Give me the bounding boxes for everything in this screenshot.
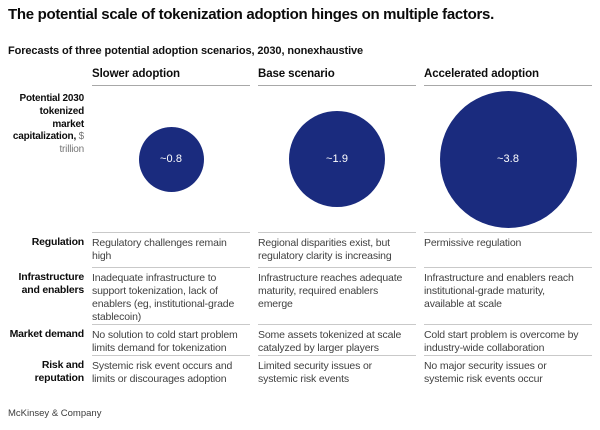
scenario-grid: Slower adoption Base scenario Accelerate…	[8, 68, 592, 393]
brand-footer: McKinsey & Company	[8, 408, 102, 419]
header-spacer	[8, 68, 84, 86]
cell-risk-reputation-slower: Systemic risk event occurs and limits or…	[92, 355, 250, 393]
cell-regulation-accelerated: Permissive regulation	[424, 232, 592, 267]
cell-risk-reputation-base: Limited security issues or systemic risk…	[258, 355, 416, 393]
page-title: The potential scale of tokenization adop…	[8, 6, 494, 23]
cell-risk-reputation-accelerated: No major security issues or systemic ris…	[424, 355, 592, 393]
bubble-cell-accelerated-adoption: ~3.8	[424, 86, 592, 232]
row-label-infrastructure: Infrastructure and enablers	[18, 271, 85, 296]
bubble-cell-slower-adoption: ~0.8	[92, 86, 250, 232]
cell-market-demand-accelerated: Cold start problem is overcome by indust…	[424, 324, 592, 355]
bubble-slower-adoption: ~0.8	[138, 126, 204, 192]
bubble-accelerated-adoption: ~3.8	[439, 90, 577, 228]
cell-market-demand-slower: No solution to cold start problem limits…	[92, 324, 250, 355]
measure-label-unit: $ trillion	[59, 131, 84, 156]
row-label-market-demand: Market demand	[9, 328, 85, 341]
cell-regulation-slower: Regulatory challenges remain high	[92, 232, 250, 267]
cell-infrastructure-accelerated: Infrastructure and enablers reach instit…	[424, 267, 592, 324]
column-header-base-scenario: Base scenario	[258, 68, 416, 86]
row-label-risk-reputation: Risk and reputation	[34, 359, 85, 384]
page-subtitle: Forecasts of three potential adoption sc…	[8, 45, 364, 57]
cell-infrastructure-base: Infrastructure reaches adequate maturity…	[258, 267, 416, 324]
row-label-regulation: Regulation	[31, 236, 84, 248]
cell-infrastructure-slower: Inadequate infrastructure to support tok…	[92, 267, 250, 324]
measure-label-bold: Potential 2030 tokenized market capitali…	[12, 93, 84, 143]
bubble-base-scenario: ~1.9	[289, 111, 385, 207]
cell-regulation-base: Regional disparities exist, but regulato…	[258, 232, 416, 267]
column-header-slower-adoption: Slower adoption	[92, 68, 250, 86]
cell-market-demand-base: Some assets tokenized at scale catalyzed…	[258, 324, 416, 355]
bubble-cell-base-scenario: ~1.9	[258, 86, 416, 232]
column-header-accelerated-adoption: Accelerated adoption	[424, 68, 592, 86]
market-cap-measure-label: Potential 2030 tokenized market capitali…	[8, 86, 84, 232]
